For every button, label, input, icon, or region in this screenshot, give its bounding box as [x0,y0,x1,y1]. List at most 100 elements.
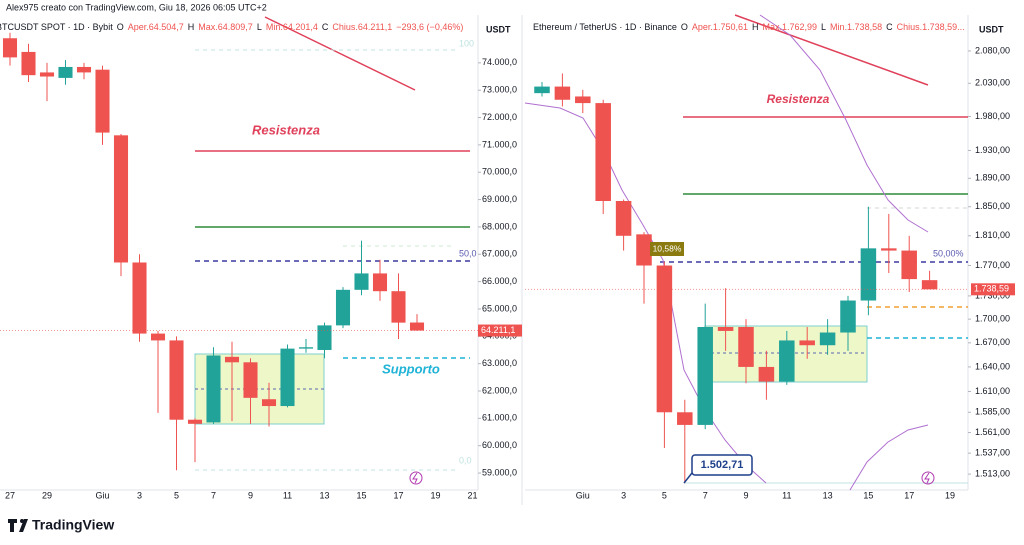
x-tick-label: 15 [863,490,873,500]
y-tick-label: 68.000,0 [482,221,517,231]
y-tick-label: 1.850,00 [975,201,1010,211]
candle-body [317,325,332,350]
y-tick-label: 1.890,00 [975,173,1010,183]
trendline [734,14,929,86]
y-tick-label: 1.585,00 [975,407,1010,417]
last-price-tag [971,283,1015,296]
indicator-line [849,424,929,491]
candle-body [409,322,425,331]
y-tick-label: 1.700,00 [975,314,1010,324]
ohlc-value: Max.64.809,7 [198,22,253,32]
x-tick-label: 5 [174,490,179,500]
candle-body [21,51,36,76]
x-tick-label: 11 [283,490,292,500]
y-tick-label: 69.000,0 [482,194,517,204]
ohlc-value: Max.1.762,99 [762,22,817,32]
trendline [264,16,416,91]
event-icon[interactable] [921,471,935,485]
axis-unit: USDT [979,24,1004,34]
x-tick-label: Giu [95,490,109,500]
candle-body [840,300,856,333]
event-icon-bolt [412,472,418,484]
candles [2,32,425,471]
event-icon[interactable] [409,471,423,485]
ohlc-value: Aper.1.750,61 [692,22,748,32]
axis-unit: USDT [486,24,511,34]
candle-body [187,419,203,424]
logo: TradingView [8,517,114,533]
header: Alex975 creato con TradingView.com, Giu … [6,2,267,12]
candle-body [58,66,73,78]
ohlc-value: H [752,22,759,32]
indicator-line [759,14,929,233]
annotation-badge [650,242,684,256]
ohlc-value: L [821,22,826,32]
candle-body [280,348,295,407]
y-tick-label: 70.000,0 [482,167,517,177]
y-tick-label: 1.810,00 [975,230,1010,240]
x-tick-label: 29 [42,490,52,500]
candle-body [595,103,611,202]
y-tick-label: 1.610,00 [975,386,1010,396]
candle-body [677,412,693,425]
candle-body [169,340,184,420]
candle-body [901,250,917,280]
candle-body [615,201,632,236]
y-tick-label: 1.640,00 [975,361,1010,371]
x-tick-label: 17 [393,490,403,500]
candle-body [881,248,897,251]
y-tick-label: 1.770,00 [975,260,1010,270]
annotation: Resistenza [767,92,830,106]
candle-body [150,333,166,341]
x-tick-label: 5 [662,490,667,500]
x-tick-label: 19 [945,490,955,500]
ohlc-value: O [681,22,688,32]
candle-body [697,327,713,425]
ohlc-value: −293,6 (−0,46%) [396,22,463,32]
last-price-label: 64.211,1 [481,325,515,335]
ohlc-value: Min.64.201,4 [266,22,318,32]
annotation-box [691,454,753,476]
ohlc-value: Chius.64.211,1 [332,22,392,32]
y-tick-label: 1.513,00 [975,468,1010,478]
y-tick-label: 1.980,00 [975,111,1010,121]
annotation: 1.502,71 [701,459,744,471]
last-price-tag [478,324,522,337]
x-tick-label: Giu [576,490,590,500]
x-tick-label: 7 [211,490,216,500]
y-tick-label: 63.000,0 [482,358,517,368]
x-tick-label: 21 [467,490,477,500]
candle-body [335,289,351,326]
ohlc-value: C [886,22,893,32]
candle-body [656,265,673,413]
candle-body [243,362,258,398]
annotation-pointer [683,472,693,484]
candle-body [95,69,110,133]
candle-body [738,327,754,367]
candle-body [860,248,877,301]
candle-body [372,273,388,292]
candle-body [261,399,277,407]
y-tick-label: 1.930,00 [975,145,1010,155]
x-tick-label: 3 [621,490,626,500]
candle-body [132,262,147,334]
candle-body [76,66,92,73]
candle-body [534,86,550,94]
annotation: Supporto [382,361,440,376]
ohlc-value: Aper.64.504,7 [128,22,184,32]
annotation: 50,00% [933,248,964,258]
x-tick-label: 19 [430,490,440,500]
y-tick-label: 73.000,0 [482,85,517,95]
candle-body [819,332,836,346]
candle-body [113,135,129,263]
annotation: 10,58% [653,243,682,253]
y-tick-label: 1.670,00 [975,337,1010,347]
logo-dot [20,519,24,523]
annotation: Resistenza [252,122,320,137]
logo-text: TradingView [32,517,114,533]
candle-body [921,280,938,290]
candle-body [636,234,652,266]
chart-title: BTCUSDT SPOT · 1D · Bybit O Aper.64.504,7 H… [0,22,463,32]
